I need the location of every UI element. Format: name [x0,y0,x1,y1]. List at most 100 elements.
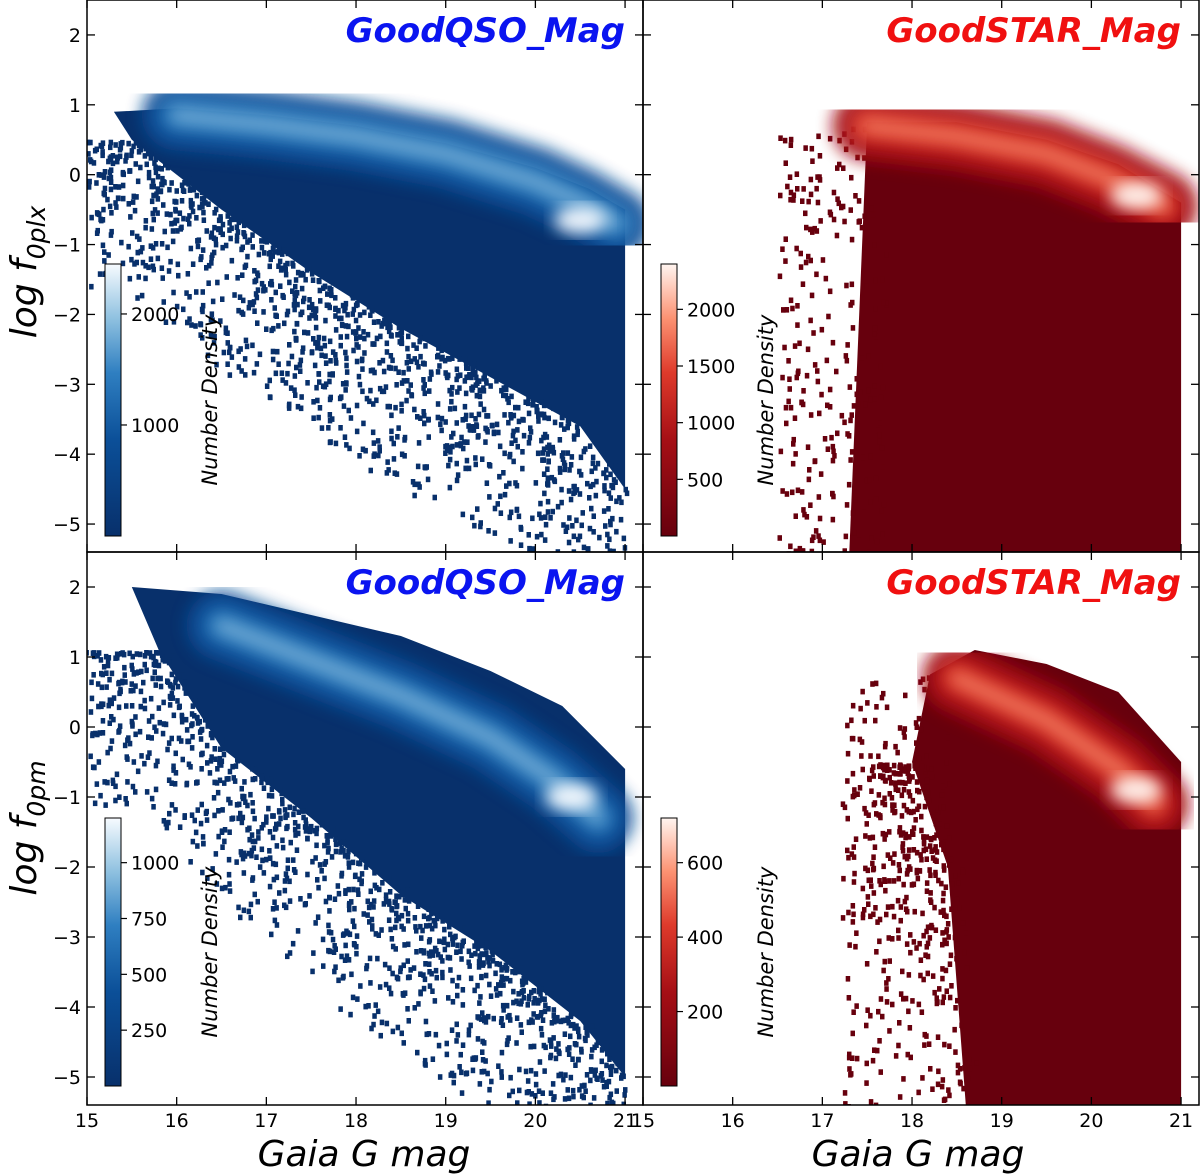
sparse-bin [934,849,940,855]
sparse-bin [418,971,423,977]
sparse-bin [579,1093,585,1099]
sparse-bin [964,965,970,971]
sparse-bin [507,514,512,521]
sparse-bin [815,368,820,374]
sparse-bin [216,833,221,840]
sparse-bin [432,494,437,501]
sparse-bin [918,957,924,963]
sparse-bin [857,736,863,743]
sparse-bin [300,349,305,355]
sparse-bin [193,698,198,704]
sparse-bin [140,245,145,251]
sparse-bin [352,905,357,912]
sparse-bin [264,856,269,863]
sparse-bin [319,868,324,874]
sparse-bin [479,951,484,957]
sparse-bin [191,186,197,193]
sparse-bin [273,289,278,296]
sparse-bin [266,250,272,257]
sparse-bin [491,1015,496,1022]
sparse-bin [502,975,507,982]
sparse-bin [600,445,605,451]
sparse-bin [129,662,134,669]
sparse-bin [209,311,215,317]
sparse-bin [924,784,930,790]
sparse-bin [190,838,196,845]
sparse-bin [245,253,250,260]
sparse-bin [952,1026,957,1033]
sparse-bin [357,876,362,883]
sparse-bin [195,238,200,244]
sparse-bin [486,1100,491,1105]
sparse-bin [444,1040,449,1047]
sparse-bin [423,464,428,471]
sparse-bin [205,352,211,359]
sparse-bin [327,894,332,901]
sparse-bin [354,358,360,365]
sparse-bin [473,950,478,957]
sparse-bin [560,456,566,462]
sparse-bin [814,185,819,192]
sparse-bin [884,300,889,306]
sparse-bin [209,260,214,266]
sparse-bin [593,492,599,499]
sparse-bin [142,705,148,712]
sparse-bin [288,839,293,846]
sparse-bin [921,834,926,840]
sparse-bin [566,539,572,546]
sparse-bin [458,372,463,378]
sparse-bin [241,230,246,236]
sparse-bin [352,873,358,880]
sparse-bin [283,380,289,386]
sparse-bin [884,767,890,773]
sparse-bin [360,446,366,453]
sparse-bin [404,360,410,366]
y-axis-label-bottom: log f0pm [4,760,51,895]
sparse-bin [390,357,395,364]
sparse-bin [388,332,394,338]
sparse-bin [333,946,338,952]
sparse-bin [845,847,850,854]
sparse-bin [381,901,387,907]
sparse-bin [525,400,531,407]
sparse-bin [212,746,217,752]
sparse-bin [879,694,885,701]
sparse-bin [371,440,377,446]
sparse-bin [193,323,198,329]
sparse-bin [877,938,882,945]
sparse-bin [840,801,846,807]
sparse-bin [589,1047,595,1053]
y-tick-label: −2 [53,857,81,879]
sparse-bin [113,783,118,790]
sparse-bin [902,734,907,740]
sparse-bin [953,1005,958,1011]
sparse-bin [250,800,255,806]
sparse-bin [460,942,465,949]
sparse-bin [533,480,539,486]
sparse-bin [420,927,425,934]
sparse-bin [498,1019,504,1025]
sparse-bin [542,431,548,438]
sparse-bin [351,347,356,354]
sparse-bin [435,369,441,375]
sparse-bin [906,1008,911,1015]
sparse-bin [314,384,319,391]
sparse-bin [902,726,908,732]
sparse-bin [155,758,160,765]
sparse-bin [371,401,376,407]
sparse-bin [447,387,452,394]
sparse-bin [292,291,298,298]
sparse-bin [312,310,318,316]
sparse-bin [913,765,918,771]
sparse-bin [169,220,174,227]
sparse-bin [195,715,200,721]
sparse-bin [903,834,908,841]
sparse-bin [272,917,278,924]
sparse-bin [120,171,126,177]
sparse-bin [876,792,882,798]
colorbar-tick-label: 250 [131,1020,167,1042]
sparse-bin [270,906,276,912]
sparse-bin [146,718,152,724]
sparse-bin [218,216,223,222]
sparse-bin [946,1087,951,1093]
